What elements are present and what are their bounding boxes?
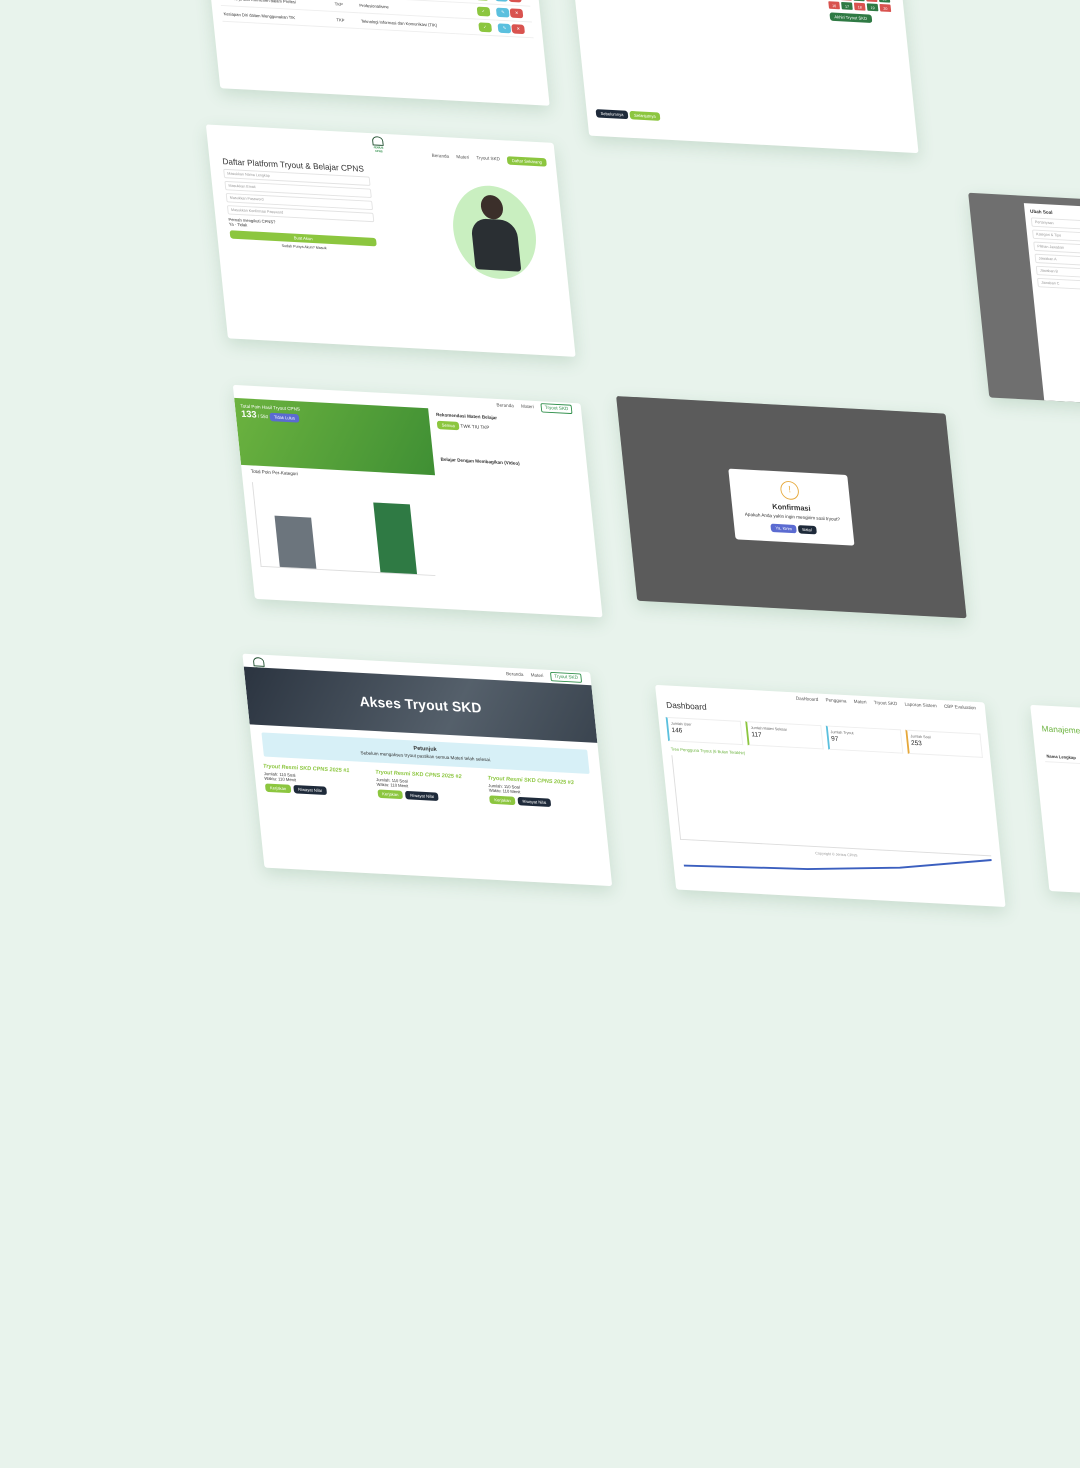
bar-twk bbox=[274, 515, 317, 569]
manajemen-materi-card: Jumlah User19 Jumlah Materi21 Jumlah Soa… bbox=[199, 0, 550, 106]
confirm-button[interactable]: Ya, Kirim bbox=[770, 523, 797, 534]
delete-button[interactable]: ✕ bbox=[511, 24, 526, 35]
dashboard-card: Dashboard Pengguna Materi Tryout SKD Laporan… bbox=[655, 684, 1006, 908]
trend-line bbox=[683, 859, 992, 870]
soal-card: TWK Pilar Negara Nomor Soal 12345 678910… bbox=[568, 0, 919, 154]
riwayat-button[interactable]: Riwayat Nilai bbox=[405, 790, 440, 802]
stat-card: Jumlah Soal 253 bbox=[905, 729, 983, 758]
status-badge: ✓ bbox=[476, 6, 491, 17]
kerjakan-button[interactable]: Kerjakan bbox=[264, 783, 292, 794]
nav-tryout[interactable]: Tryout SKD bbox=[550, 671, 583, 683]
cancel-button[interactable]: Batal bbox=[797, 525, 817, 535]
package-item: Tryout Resmi SKD CPNS 2025 #2 Jumlah: 11… bbox=[375, 770, 483, 803]
score-banner: Total Poin Hasil Tryout CPNS 133 / 550 T… bbox=[234, 397, 436, 476]
total-score: 133 bbox=[240, 409, 258, 421]
edit-button[interactable]: ✎ bbox=[494, 0, 509, 2]
akhiri-tryout-button[interactable]: Akhiri Tryout SKD bbox=[829, 12, 872, 23]
kerjakan-button[interactable]: Kerjakan bbox=[489, 795, 516, 806]
stat-card: Jumlah Materi Selesai 117 bbox=[745, 721, 824, 750]
student-illustration bbox=[448, 183, 541, 282]
kerjakan-button[interactable]: Kerjakan bbox=[377, 789, 404, 800]
hasil-title: Total Poin Hasil Tryout CPNS bbox=[240, 403, 301, 413]
daftar-nav-button[interactable]: Daftar Sekarang bbox=[506, 155, 547, 167]
status-badge: ✓ bbox=[474, 0, 489, 1]
package-item: Tryout Resmi SKD CPNS 2025 #3 Jumlah: 11… bbox=[487, 776, 595, 809]
status-badge: Tidak Lulus bbox=[268, 412, 300, 423]
kategori-bar-chart bbox=[251, 482, 436, 577]
stat-card: Jumlah User 146 bbox=[665, 716, 744, 746]
akses-tryout-card: JENIUS CPNS Beranda Materi Tryout SKD Ak… bbox=[242, 653, 613, 887]
delete-button[interactable]: ✕ bbox=[510, 8, 524, 19]
stat-card: Jumlah Tryout 97 bbox=[825, 725, 904, 754]
hasil-card: Beranda Materi Tryout SKD Total Poin Hasil… bbox=[232, 384, 603, 618]
edit-button[interactable]: ✎ bbox=[496, 7, 510, 18]
status-badge: ✓ bbox=[478, 22, 492, 33]
konfirmasi-card: ! Konfirmasi Apakah Anda yakin ingin men… bbox=[616, 396, 967, 619]
riwayat-button[interactable]: Riwayat Nilai bbox=[293, 784, 327, 796]
option-tidak[interactable]: Tidak bbox=[236, 222, 248, 228]
delete-button[interactable]: ✕ bbox=[508, 0, 522, 3]
riwayat-button[interactable]: Riwayat Nilai bbox=[517, 796, 552, 808]
option-ya[interactable]: Ya bbox=[228, 221, 234, 227]
jenius-logo: JENIUS CPNS bbox=[371, 136, 385, 153]
edit-button[interactable]: ✎ bbox=[497, 23, 512, 34]
nav-materi[interactable]: Materi bbox=[530, 672, 544, 679]
materi-table: JudulKategoriTipeKontenStatusAksi Etika … bbox=[216, 0, 534, 38]
warning-icon: ! bbox=[779, 480, 800, 501]
bar-tkp bbox=[373, 502, 418, 575]
trend-chart bbox=[671, 755, 992, 870]
hero-title: Akses Tryout SKD bbox=[358, 693, 483, 716]
nav-beranda[interactable]: Beranda bbox=[505, 671, 524, 678]
ubah-soal-card: Ubah Soal Pertanyaan Kategori & Tipe Pil… bbox=[968, 192, 1080, 414]
konfirmasi-modal: ! Konfirmasi Apakah Anda yakin ingin men… bbox=[728, 468, 855, 546]
register-card: JENIUS CPNS Beranda Materi Tryout SKD Dafta… bbox=[205, 124, 576, 357]
package-item: Tryout Resmi SKD CPNS 2025 #1 Jumlah: 11… bbox=[263, 764, 371, 797]
